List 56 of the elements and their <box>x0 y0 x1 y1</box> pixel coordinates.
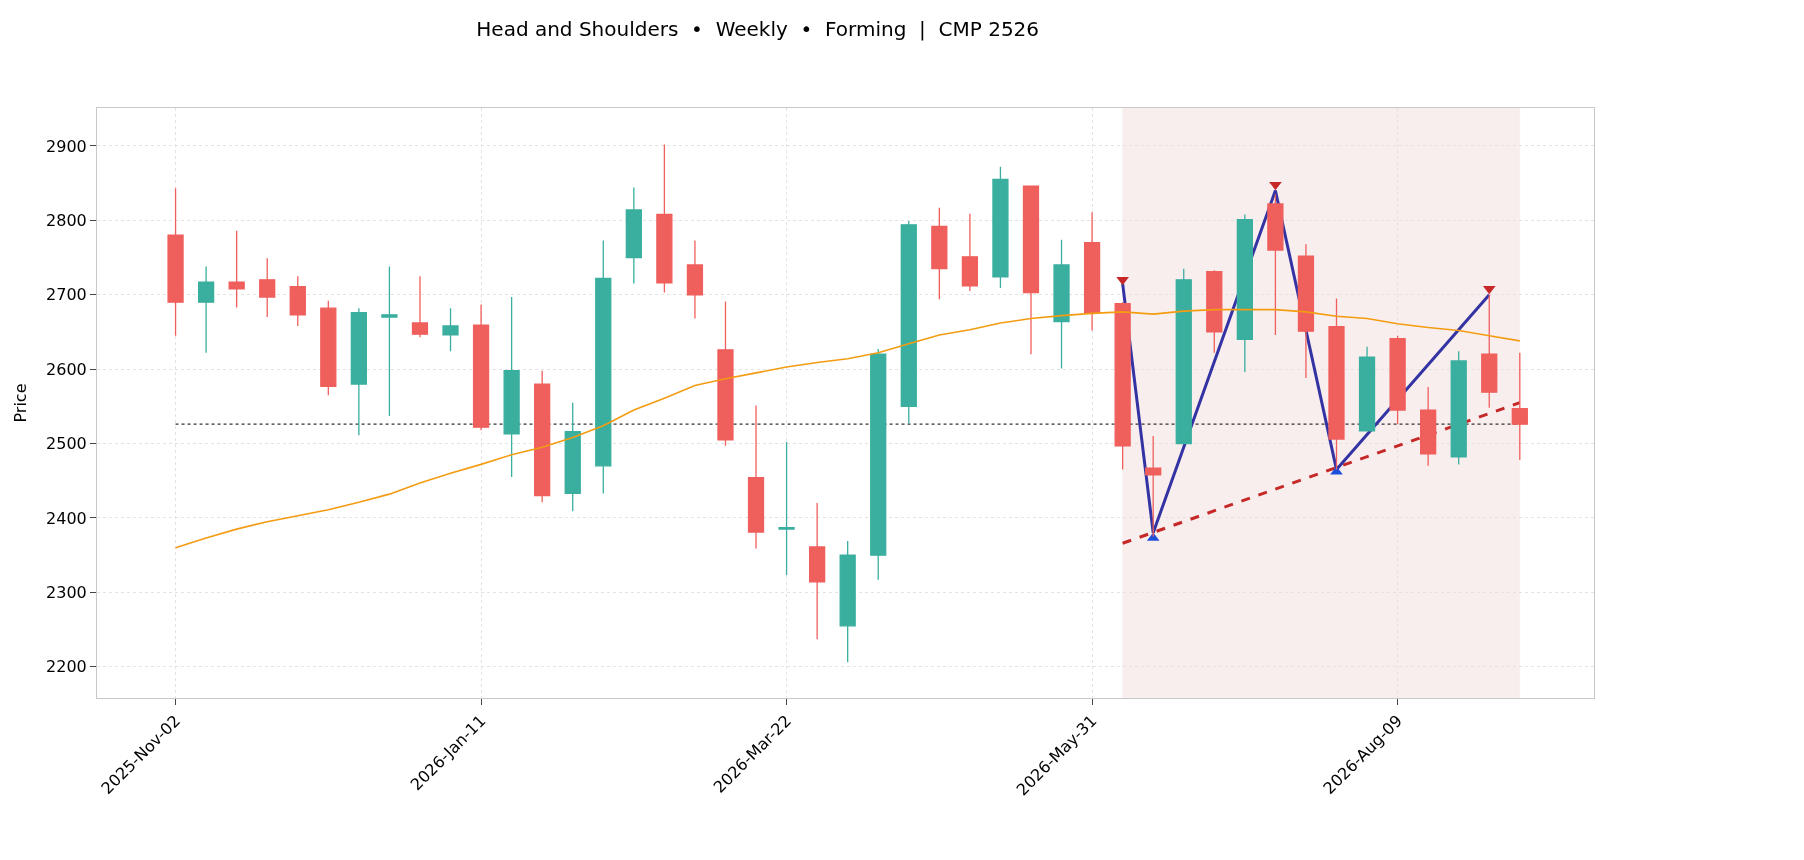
y-tick-label: 2900 <box>46 136 87 156</box>
point <box>1269 181 1282 191</box>
candlestick <box>686 239 704 320</box>
candlestick <box>1053 239 1070 370</box>
candlestick <box>1267 193 1284 336</box>
candlestick <box>1022 185 1040 355</box>
candlestick <box>1511 352 1528 461</box>
candlestick <box>747 404 765 550</box>
candlestick <box>228 230 245 309</box>
candlestick <box>870 348 887 581</box>
candlestick <box>839 540 856 663</box>
candlestick <box>992 166 1009 289</box>
candlestick <box>656 143 673 294</box>
candlestick <box>1481 294 1498 409</box>
candlestick <box>167 187 184 337</box>
candlestick <box>1114 301 1131 471</box>
candlestick <box>1083 211 1101 332</box>
candlestick <box>1358 346 1376 432</box>
y-tick-label: 2200 <box>46 657 87 677</box>
y-axis-title: Price <box>10 383 30 423</box>
candlestick <box>197 265 215 354</box>
candlestick <box>931 207 948 300</box>
candlestick <box>381 265 398 417</box>
candlestick <box>320 300 337 396</box>
y-tick-label: 2300 <box>46 582 87 602</box>
chart-title: Head and Shoulders • Weekly • Forming | CMP 2526 <box>476 16 1040 41</box>
y-tick-label: 2800 <box>46 210 87 230</box>
candlestick <box>472 303 490 431</box>
candlestick <box>289 275 306 327</box>
candlestick <box>900 220 917 425</box>
candlestick <box>1450 350 1467 466</box>
candlestick <box>564 401 581 512</box>
candlestick <box>1420 386 1437 467</box>
candlestick <box>1175 268 1192 445</box>
candlestick <box>717 300 734 447</box>
candlestick <box>1236 213 1253 373</box>
candlestick <box>1145 435 1162 538</box>
candlestick <box>809 502 826 640</box>
candlestick <box>595 239 612 495</box>
candlestick <box>411 275 429 338</box>
candlestick <box>625 186 642 285</box>
candlestick <box>442 307 459 352</box>
candlestick <box>534 369 551 503</box>
candlestick <box>1297 243 1315 379</box>
y-tick-label: 2500 <box>46 434 87 454</box>
y-tick-label: 2600 <box>46 359 87 379</box>
y-tick-label: 2400 <box>46 508 87 528</box>
candlestick <box>778 441 795 576</box>
y-tick-label: 2700 <box>46 285 87 305</box>
candlestick <box>503 296 520 478</box>
line-series <box>174 308 1521 549</box>
candlestick <box>350 307 367 437</box>
candlestick <box>259 257 276 318</box>
candlestick <box>1389 335 1406 425</box>
candlestick <box>961 213 979 292</box>
candlestick <box>1206 269 1223 354</box>
